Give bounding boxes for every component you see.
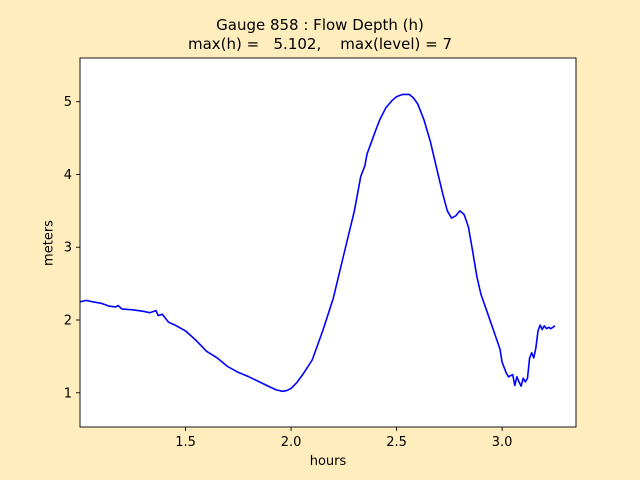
plot-frame <box>79 57 577 428</box>
chart-title: Gauge 858 : Flow Depth (h) <box>216 16 424 34</box>
y-tick-label: 5 <box>64 95 72 110</box>
y-tick-label: 4 <box>64 168 72 183</box>
x-axis-label: hours <box>309 454 347 469</box>
x-tick-label: 1.5 <box>175 435 196 450</box>
y-axis-ticks: 1 2 3 4 5 <box>64 95 80 401</box>
x-tick-label: 3.0 <box>492 435 513 450</box>
y-axis-label: meters <box>41 220 57 266</box>
x-axis-ticks: 1.5 2.0 2.5 3.0 <box>175 427 512 450</box>
chart-subtitle: max(h) = 5.102, max(level) = 7 <box>187 35 453 53</box>
y-tick-label: 1 <box>64 386 72 401</box>
plot-area <box>80 58 576 427</box>
x-tick-label: 2.0 <box>281 435 302 450</box>
series-line <box>79 93 556 393</box>
y-tick-label: 3 <box>64 241 72 256</box>
y-tick-label: 2 <box>64 314 72 329</box>
x-tick-label: 2.5 <box>386 435 407 450</box>
